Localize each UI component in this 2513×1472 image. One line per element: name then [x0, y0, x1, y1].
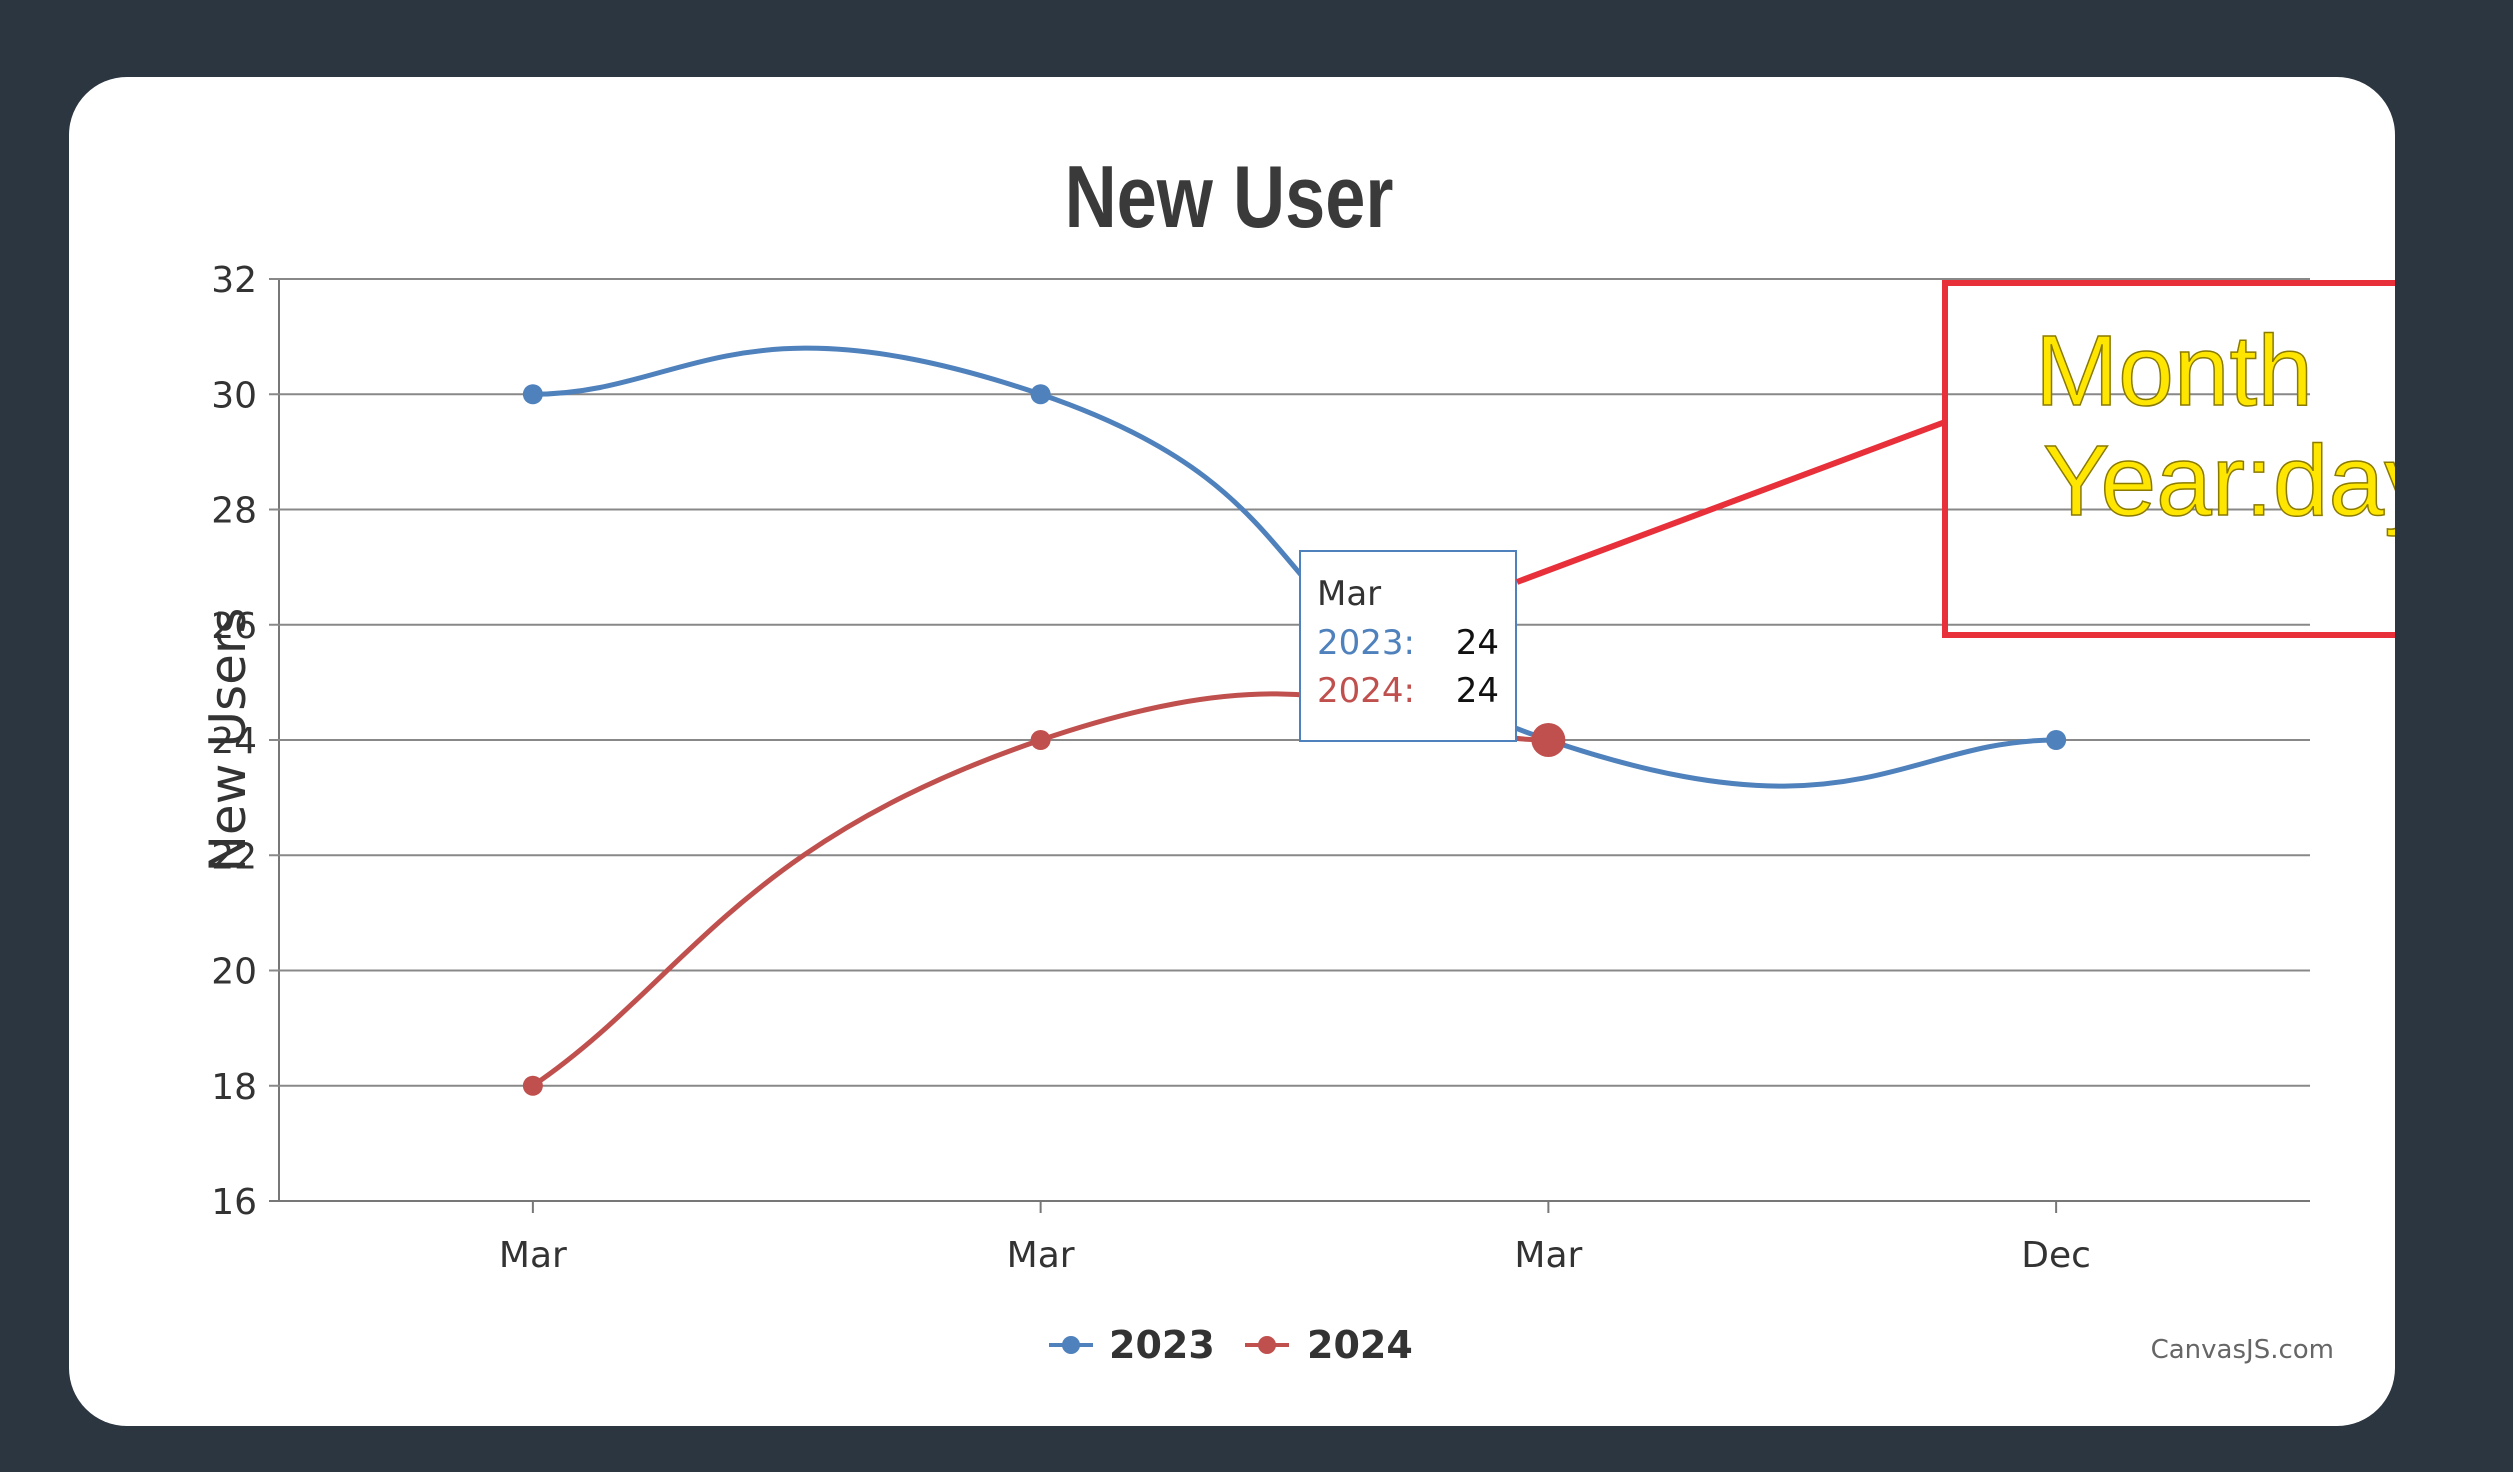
legend-marker-2024 [1258, 1336, 1276, 1354]
tooltip-box [1299, 550, 1517, 742]
y-tick-label: 22 [211, 836, 257, 877]
data-point-2023 [2046, 730, 2067, 750]
data-point-2024 [522, 1075, 543, 1096]
y-tick-label: 24 [211, 721, 257, 762]
y-axis-ticks: 16 18 20 22 24 26 28 30 32 [211, 260, 257, 1223]
legend-marker-2023 [1062, 1336, 1080, 1354]
tooltip-label-2023: 2023: [1317, 623, 1415, 663]
data-point-2023 [1030, 384, 1051, 405]
data-point-2024 [1030, 730, 1051, 750]
legend: 2023 2024 [1049, 1323, 1413, 1367]
chart-title: New User [1065, 148, 1394, 246]
annotation-text-month: Month [2035, 315, 2313, 427]
x-axis-ticks: Mar Mar Mar Dec [499, 1201, 2091, 1276]
y-tick-label: 26 [211, 606, 257, 647]
annotation: Month Year:day [1515, 280, 2395, 638]
annotation-box [1942, 280, 2395, 638]
legend-label-2024: 2024 [1307, 1323, 1413, 1367]
y-tick-label: 30 [211, 375, 257, 416]
y-axis-label: New Users [199, 608, 257, 873]
credit-link[interactable]: CanvasJS.com [2151, 1335, 2334, 1365]
data-point-2024 [1531, 723, 1566, 757]
y-tick-label: 20 [211, 952, 257, 993]
y-tick-label: 28 [211, 491, 257, 532]
annotation-text-year-day: Year:day [2043, 425, 2395, 537]
legend-item-2024[interactable]: 2024 [1245, 1323, 1413, 1367]
legend-item-2023[interactable]: 2023 [1049, 1323, 1215, 1367]
grid-lines [269, 278, 2310, 1202]
tooltip-value-2024: 24 [1456, 671, 1499, 711]
series-line-2024 [531, 691, 1549, 1088]
x-tick-label: Mar [1514, 1235, 1582, 1276]
tooltip: Mar 2023: 24 2024: 24 [1299, 550, 1517, 742]
tooltip-label-2024: 2024: [1317, 671, 1415, 711]
y-tick-label: 32 [211, 260, 257, 301]
tooltip-header: Mar [1317, 574, 1381, 614]
chart-card: New User New Users 16 18 20 22 24 26 28 30 32 Ma… [69, 77, 2395, 1426]
x-tick-label: Mar [1007, 1235, 1075, 1276]
data-point-2023 [522, 384, 543, 405]
x-tick-label: Mar [499, 1235, 567, 1276]
annotation-pointer-line [1515, 419, 1947, 585]
legend-label-2023: 2023 [1109, 1323, 1215, 1367]
y-tick-label: 16 [211, 1182, 257, 1223]
tooltip-value-2023: 24 [1456, 623, 1499, 663]
y-tick-label: 18 [211, 1067, 257, 1108]
series-line-2023 [532, 345, 2057, 789]
chart: New User New Users 16 18 20 22 24 26 28 30 32 Ma… [199, 148, 2395, 1367]
x-tick-label: Dec [2021, 1235, 2091, 1276]
